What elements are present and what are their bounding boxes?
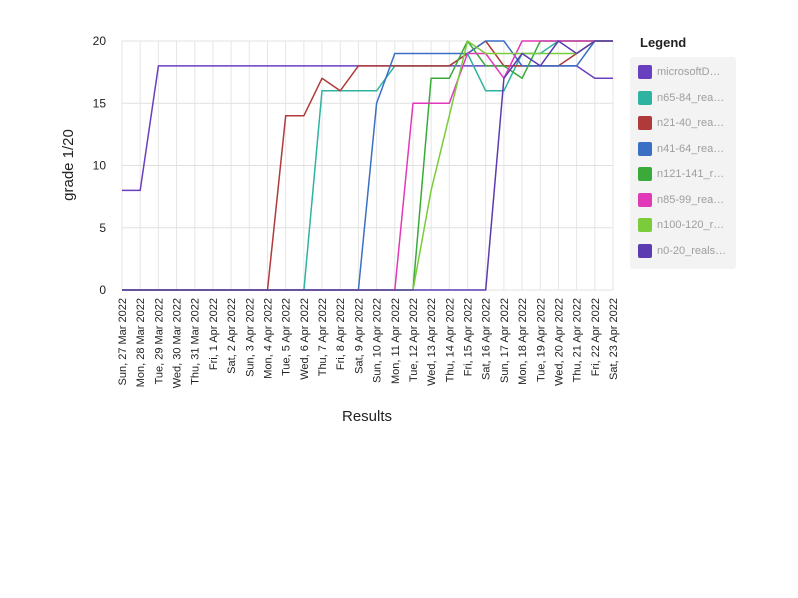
x-tick-label: Mon, 28 Mar 2022 [135,298,147,387]
x-tick-label: Tue, 12 Apr 2022 [408,298,420,382]
legend-item[interactable]: n85-99_rea… [638,191,732,209]
x-axis-label: Results [342,408,392,425]
x-tick-label: Mon, 4 Apr 2022 [262,298,274,379]
x-tick-label: Sat, 16 Apr 2022 [481,298,493,380]
x-tick-label: Fri, 22 Apr 2022 [590,298,602,376]
legend-item[interactable]: n65-84_rea… [638,89,732,107]
legend-item[interactable]: n100-120_r… [638,216,732,234]
x-tick-label: Wed, 30 Mar 2022 [172,298,184,388]
x-axis-ticks: Sun, 27 Mar 2022 Mon, 28 Mar 2022 Tue, 29 … [117,298,620,388]
x-tick-label: Sat, 23 Apr 2022 [608,298,620,380]
x-tick-label: Thu, 31 Mar 2022 [190,298,202,385]
legend-swatch [638,167,652,181]
x-tick-label: Sat, 9 Apr 2022 [353,298,365,374]
x-tick-label: Sun, 27 Mar 2022 [117,298,129,385]
legend-label: n41-64_rea… [657,142,725,155]
x-tick-label: Tue, 5 Apr 2022 [281,298,293,376]
y-tick-label: 10 [93,159,107,173]
legend-item[interactable]: n41-64_rea… [638,140,732,158]
series-line [122,65,613,192]
legend-item[interactable]: microsoftD… [638,63,732,81]
legend-label: n65-84_rea… [657,91,725,104]
grid [121,40,614,291]
y-tick-label: 20 [93,34,107,48]
legend-swatch [638,90,652,105]
y-tick-label: 15 [93,96,107,110]
y-tick-label: 0 [99,283,106,297]
x-tick-label: Tue, 29 Mar 2022 [153,298,165,384]
legend-swatch [638,243,652,258]
x-tick-label: Fri, 1 Apr 2022 [208,298,220,370]
x-tick-label: Mon, 18 Apr 2022 [517,298,529,385]
x-tick-label: Thu, 7 Apr 2022 [317,298,329,376]
series-lines [122,40,613,291]
x-tick-label: Thu, 21 Apr 2022 [572,298,584,382]
legend-label: microsoftD… [657,66,721,78]
legend-label: n0-20_reals… [657,244,727,257]
legend-swatch [638,65,652,79]
x-tick-label: Tue, 19 Apr 2022 [535,298,547,382]
x-tick-label: Sun, 10 Apr 2022 [372,298,384,383]
legend-item[interactable]: n21-40_rea… [638,114,732,132]
legend-label: n121-141_r… [657,168,725,180]
legend-swatch [638,116,652,130]
x-tick-label: Thu, 14 Apr 2022 [444,298,456,382]
legend-swatch [638,218,652,232]
x-tick-label: Wed, 13 Apr 2022 [426,298,438,386]
legend-item[interactable]: n0-20_reals… [638,242,732,260]
series-line [122,40,613,291]
x-tick-label: Sat, 2 Apr 2022 [226,298,238,374]
legend-swatch [638,192,652,207]
x-tick-label: Sun, 17 Apr 2022 [499,298,511,383]
legend-swatch [638,141,652,156]
legend-label: n85-99_rea… [657,193,725,206]
legend-title: Legend [640,35,687,50]
x-tick-label: Fri, 15 Apr 2022 [463,298,475,376]
x-tick-label: Sun, 3 Apr 2022 [244,298,256,377]
x-tick-label: Wed, 20 Apr 2022 [553,298,565,386]
y-tick-label: 5 [99,221,106,235]
legend-item[interactable]: n121-141_r… [638,165,732,183]
y-axis-label: grade 1/20 [60,129,77,201]
legend-label: n21-40_rea… [657,117,725,129]
x-tick-label: Mon, 11 Apr 2022 [390,298,402,384]
y-axis-ticks: 0 5 10 15 20 [93,34,107,297]
x-tick-label: Wed, 6 Apr 2022 [299,298,311,380]
x-tick-label: Fri, 8 Apr 2022 [335,298,347,370]
legend-label: n100-120_r… [657,219,725,231]
